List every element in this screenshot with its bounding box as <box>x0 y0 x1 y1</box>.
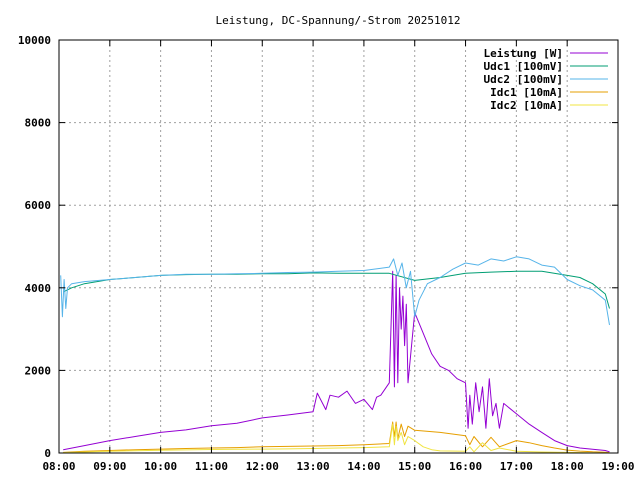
y-tick-label: 2000 <box>25 364 52 377</box>
y-tick-label: 10000 <box>18 34 51 47</box>
x-tick-label: 11:00 <box>195 460 228 473</box>
x-tick-label: 13:00 <box>297 460 330 473</box>
chart-title: Leistung, DC-Spannung/-Strom 20251012 <box>215 14 460 27</box>
x-tick-label: 17:00 <box>500 460 533 473</box>
x-tick-label: 18:00 <box>551 460 584 473</box>
y-tick-label: 0 <box>44 447 51 460</box>
x-tick-label: 19:00 <box>601 460 634 473</box>
plot-border <box>58 39 619 454</box>
x-tick-label: 08:00 <box>42 460 75 473</box>
series-line-4 <box>63 421 610 454</box>
legend-label: Leistung [W] <box>484 47 563 60</box>
x-tick-label: 12:00 <box>246 460 279 473</box>
y-tick-label: 4000 <box>25 282 52 295</box>
legend-label: Udc2 [100mV] <box>484 73 563 86</box>
x-tick-label: 15:00 <box>398 460 431 473</box>
x-tick-label: 09:00 <box>93 460 126 473</box>
x-axis: 08:00 09:00 10:00 11:00 12:00 13:00 14:00 15:00… <box>42 40 635 473</box>
legend: Leistung [W]Udc1 [100mV]Udc2 [100mV]Idc1… <box>484 47 608 112</box>
series-line-3 <box>60 256 610 326</box>
grid <box>59 40 618 453</box>
legend-label: Idc1 [10mA] <box>490 86 563 99</box>
y-axis: 0 2000 4000 6000 8000 10000 <box>18 34 618 460</box>
x-tick-label: 14:00 <box>347 460 380 473</box>
legend-label: Idc2 [10mA] <box>490 99 563 112</box>
series-line-5 <box>63 423 610 454</box>
series-line-1 <box>63 270 610 453</box>
x-tick-label: 10:00 <box>144 460 177 473</box>
series-layer <box>60 256 610 454</box>
y-tick-label: 6000 <box>25 199 52 212</box>
x-tick-label: 16:00 <box>449 460 482 473</box>
y-tick-label: 8000 <box>25 117 52 130</box>
legend-label: Udc1 [100mV] <box>484 60 563 73</box>
